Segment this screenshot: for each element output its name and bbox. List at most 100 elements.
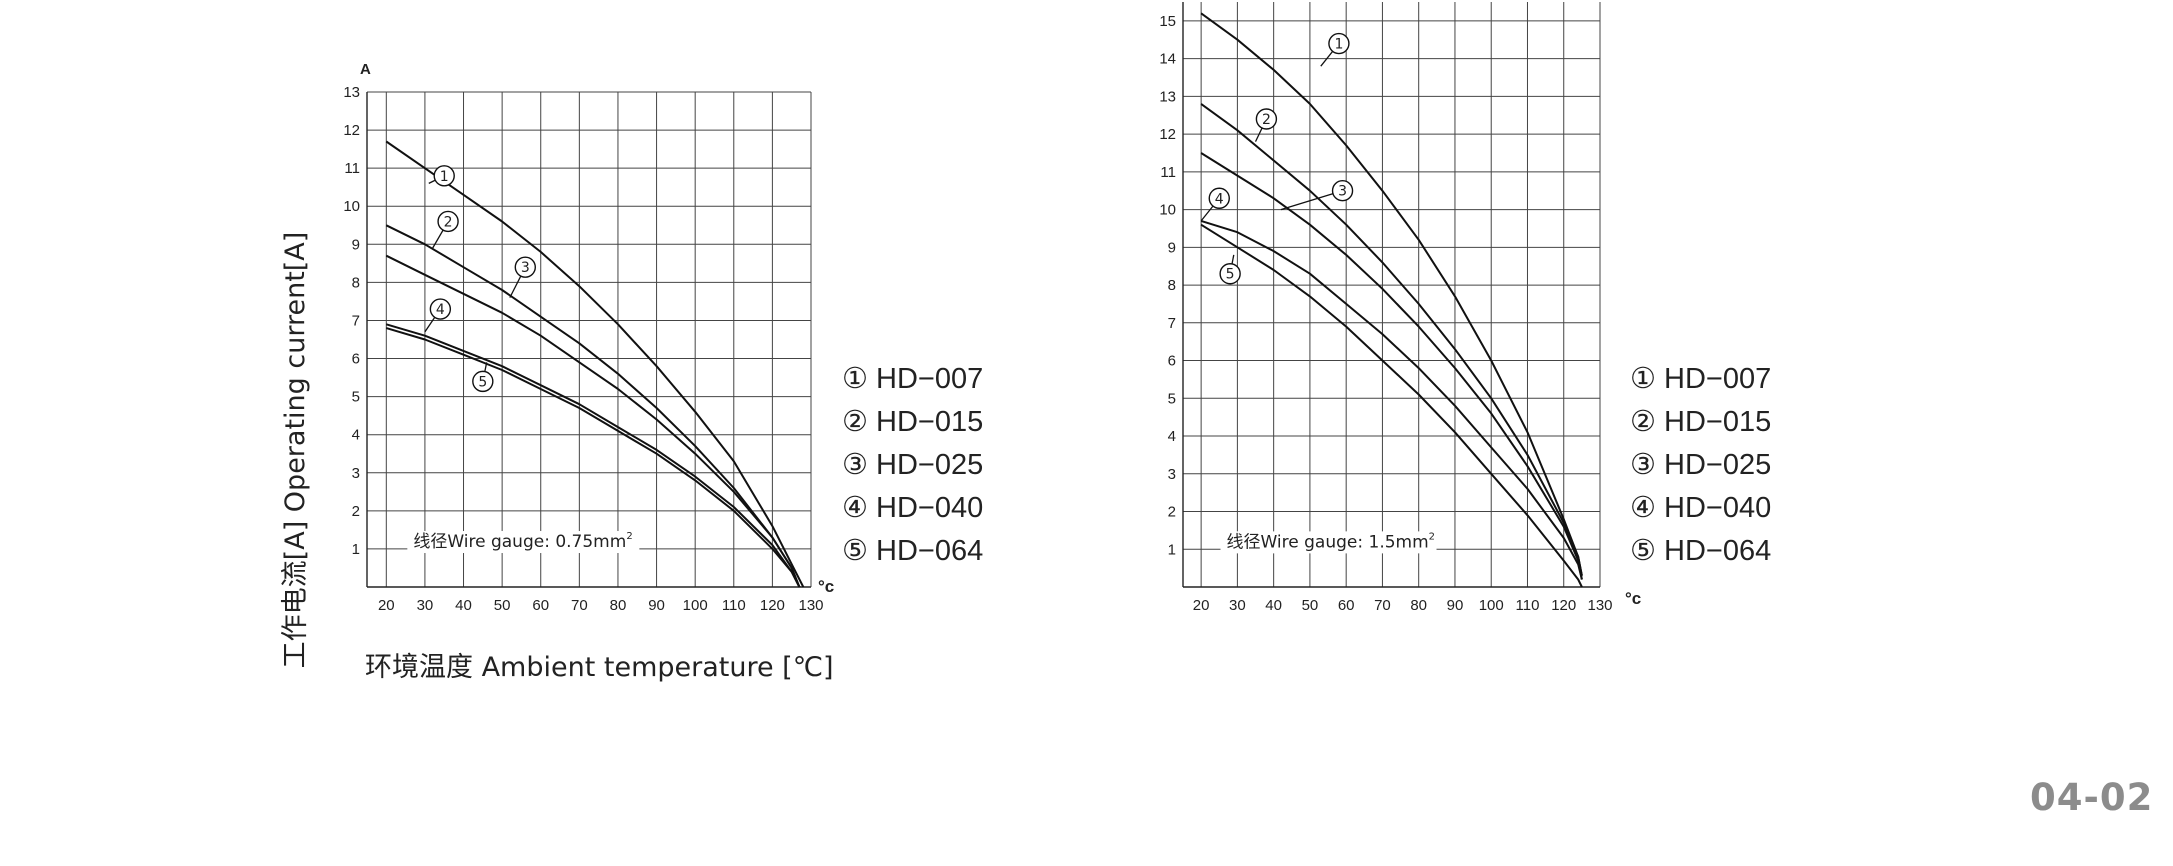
y-tick-label: 5 <box>1168 390 1176 407</box>
x-tick-label: 50 <box>1302 597 1319 614</box>
series-line-5 <box>1200 223 1583 588</box>
y-tick-label: 4 <box>1168 428 1176 445</box>
series-marker-2: 2 <box>444 214 453 230</box>
y-tick-label: 1 <box>352 541 360 558</box>
x-tick-label: 80 <box>610 597 627 614</box>
series-line-3 <box>1200 152 1583 580</box>
series-marker-circle-4 <box>1208 187 1230 209</box>
y-tick-label: 10 <box>1159 202 1176 219</box>
x-tick-label: 50 <box>494 597 511 614</box>
chart-wire-gauge-15: 20 30 40 50 60 70 80 90 100 110 120 130123456789101… <box>1159 2 1771 614</box>
x-unit-label: °c <box>818 577 834 596</box>
chart-wire-gauge-075: 工作电流[A] Operating current[A] 环境温度 Ambien… <box>280 61 983 683</box>
series-line-2 <box>1200 103 1583 576</box>
y-tick-label: 5 <box>352 389 360 406</box>
legend-item-2: ② HD−015 <box>842 406 983 438</box>
legend-mark: ③ <box>842 449 868 481</box>
y-tick-label: 12 <box>343 122 360 139</box>
legend-mark: ④ <box>1630 492 1656 524</box>
x-tick-label: 100 <box>1479 597 1504 614</box>
y-tick-label: 6 <box>352 351 360 368</box>
legend-mark: ② <box>1630 406 1656 438</box>
y-axis-title: 工作电流[A] Operating current[A] <box>280 232 311 669</box>
y-tick-label: 9 <box>1168 239 1176 256</box>
series-line-1 <box>385 140 805 588</box>
y-tick-label: 10 <box>343 198 360 215</box>
series-marker-1: 1 <box>1334 37 1343 53</box>
grid <box>1183 2 1601 587</box>
legend-label: HD−040 <box>876 492 983 524</box>
y-unit-label: A <box>360 61 371 78</box>
legend-item-1: ① HD−007 <box>842 363 983 395</box>
y-tick-label: 4 <box>352 427 360 444</box>
legend-label: HD−015 <box>876 406 983 438</box>
x-tick-label: 90 <box>1447 597 1464 614</box>
legend-mark: ① <box>842 363 868 395</box>
y-tick-label: 9 <box>352 236 360 253</box>
x-tick-label: 30 <box>417 597 434 614</box>
y-tick-label: 3 <box>352 465 360 482</box>
y-tick-label: 3 <box>1168 466 1176 483</box>
x-tick-label: 80 <box>1410 597 1427 614</box>
series-marker-4: 4 <box>1215 191 1224 207</box>
y-tick-label: 14 <box>1159 51 1176 68</box>
legend-label: HD−007 <box>876 363 983 395</box>
legend-label: HD−007 <box>1664 363 1771 395</box>
legend-mark: ⑤ <box>1630 535 1656 567</box>
legend-label: HD−064 <box>876 535 983 567</box>
legend-item-4: ④ HD−040 <box>1630 492 1771 524</box>
legend-label: HD−015 <box>1664 406 1771 438</box>
legend-item-5: ⑤ HD−064 <box>842 535 983 567</box>
series-line-1 <box>1200 12 1583 576</box>
page-number: 04-02 <box>2030 776 2154 819</box>
x-tick-label: 120 <box>1551 597 1576 614</box>
y-tick-label: 1 <box>1168 541 1176 558</box>
annotation-superscript: 2 <box>1429 531 1435 542</box>
series-line-4 <box>1200 219 1583 580</box>
wire-gauge-annotation: 线径Wire gauge: 0.75mm2 <box>413 531 632 552</box>
x-tick-label: 90 <box>648 597 665 614</box>
y-tick-label: 2 <box>352 503 360 520</box>
y-tick-label: 12 <box>1159 126 1176 143</box>
legend-mark: ④ <box>842 492 868 524</box>
series-line-4 <box>386 323 801 588</box>
x-tick-label: 70 <box>571 597 588 614</box>
series-marker-5: 5 <box>478 374 487 390</box>
legend-item-2: ② HD−015 <box>1630 406 1771 438</box>
series-marker-circle-4 <box>429 298 452 320</box>
wire-gauge-annotation: 线径Wire gauge: 1.5mm2 <box>1227 531 1436 552</box>
legend-label: HD−040 <box>1664 492 1771 524</box>
annotation-background <box>407 531 640 554</box>
x-tick-label: 110 <box>1516 597 1540 614</box>
series-marker-circle-1 <box>1328 32 1350 55</box>
legend-item-3: ③ HD−025 <box>1630 449 1771 481</box>
legend-mark: ⑤ <box>842 535 868 567</box>
x-axis-title: 环境温度 Ambient temperature [℃] <box>365 652 834 683</box>
x-tick-label: 60 <box>532 597 549 614</box>
series-line-5 <box>386 327 801 588</box>
annotation-superscript: 2 <box>626 531 632 542</box>
series-line-3 <box>385 254 801 588</box>
series-marker-4: 4 <box>436 302 445 318</box>
y-tick-label: 13 <box>343 84 360 101</box>
series-marker-3: 3 <box>521 260 530 276</box>
series-marker-5: 5 <box>1226 267 1235 283</box>
series-marker-circle-1 <box>433 165 455 187</box>
x-tick-label: 120 <box>760 597 785 614</box>
series-marker-1: 1 <box>440 169 449 185</box>
x-tick-label: 70 <box>1374 597 1391 614</box>
y-tick-label: 7 <box>352 312 360 329</box>
series-marker-3: 3 <box>1338 184 1347 200</box>
legend-mark: ③ <box>1630 449 1656 481</box>
y-tick-label: 7 <box>1168 315 1176 332</box>
x-tick-label: 100 <box>683 597 708 614</box>
legend-item-4: ④ HD−040 <box>842 492 983 524</box>
legend-label: HD−025 <box>1664 449 1771 481</box>
legend-label: HD−025 <box>876 449 983 481</box>
y-tick-label: 11 <box>1160 164 1176 181</box>
x-tick-label: 30 <box>1229 597 1246 614</box>
y-tick-label: 13 <box>1159 88 1176 105</box>
x-tick-label: 40 <box>455 597 472 614</box>
x-tick-label: 20 <box>1193 597 1210 614</box>
legend-item-1: ① HD−007 <box>1630 363 1771 395</box>
